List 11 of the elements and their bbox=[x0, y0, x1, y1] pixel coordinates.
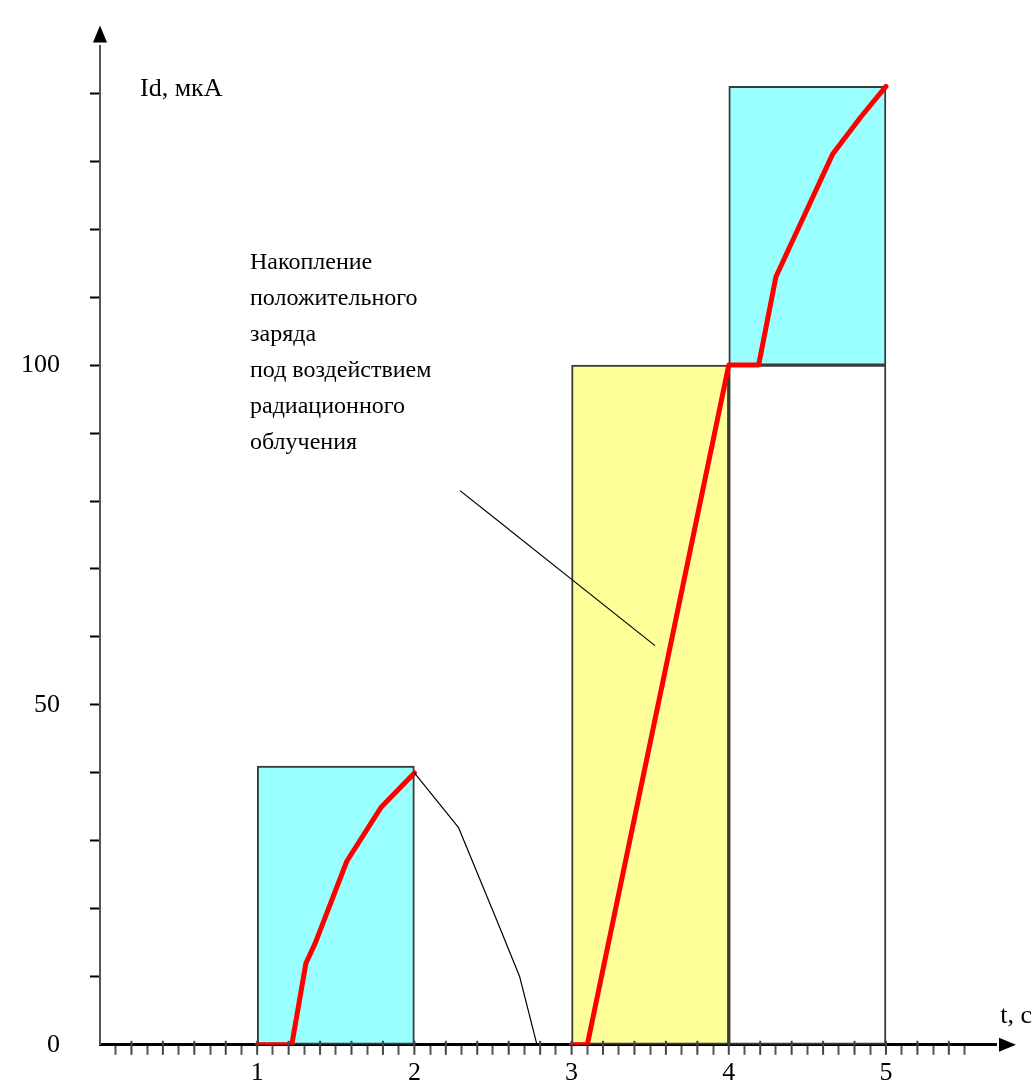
x-tick-label: 5 bbox=[879, 1057, 893, 1087]
x-tick-label: 4 bbox=[722, 1057, 736, 1087]
y-tick-label: 100 bbox=[21, 348, 60, 378]
x-tick-label: 2 bbox=[407, 1057, 421, 1087]
y-axis-title: Id, мкА bbox=[140, 72, 223, 102]
x-tick-label: 3 bbox=[565, 1057, 579, 1087]
y-tick-label: 0 bbox=[47, 1028, 60, 1058]
y-tick-label: 50 bbox=[34, 688, 60, 718]
x-axis-title: t, с bbox=[1000, 999, 1032, 1029]
annotation: Накопление положительного заряда под воздействием радиационного облучения bbox=[250, 247, 432, 454]
x-tick-label: 1 bbox=[250, 1057, 264, 1087]
